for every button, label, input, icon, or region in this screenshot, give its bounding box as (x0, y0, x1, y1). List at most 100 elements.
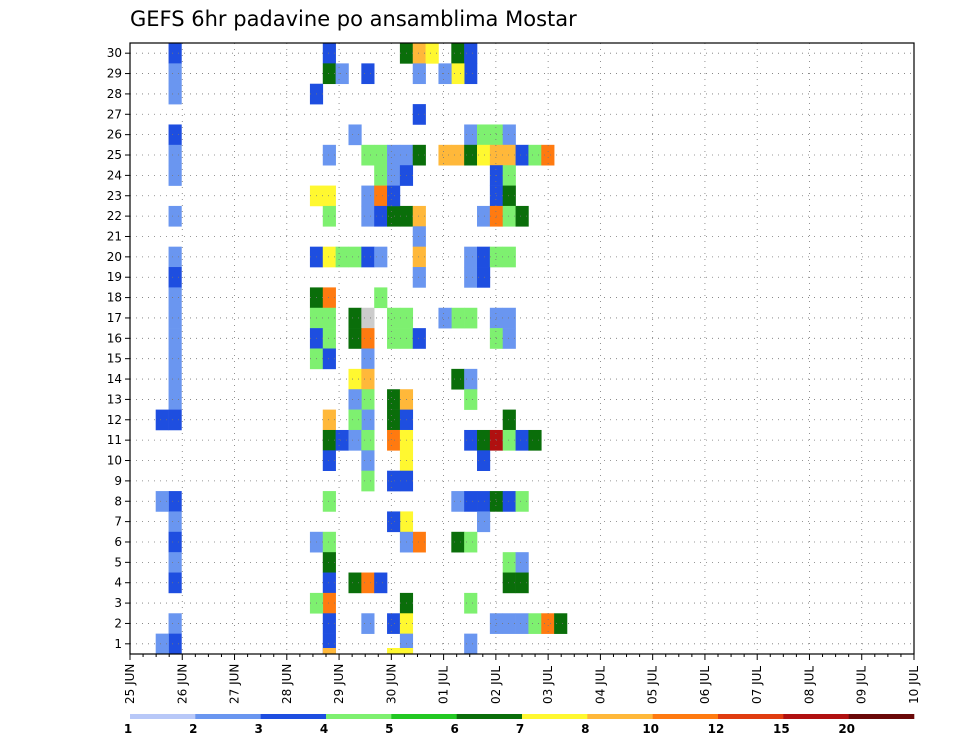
chart-title: GEFS 6hr padavine po ansamblima Mostar (130, 7, 577, 31)
colorbar-swatch (522, 714, 588, 719)
heat-cell (374, 165, 388, 186)
heat-cell (168, 633, 182, 655)
heat-cell (168, 389, 182, 410)
x-tick-label: 01 JUL (437, 666, 451, 704)
heat-cell (477, 450, 491, 471)
heat-cell (322, 613, 336, 634)
heat-cell (155, 633, 169, 655)
y-tick-label: 20 (107, 250, 122, 264)
y-tick-label: 7 (114, 515, 122, 529)
y-tick-label: 30 (107, 46, 122, 60)
heat-cell (412, 63, 426, 85)
heat-cell (322, 185, 336, 207)
heat-cell (477, 144, 491, 166)
heat-cell (464, 633, 478, 655)
colorbar-swatch (130, 714, 196, 719)
heat-cell (387, 511, 401, 533)
colorbar-label: 1 (124, 722, 132, 736)
x-tick-label: 27 JUN (228, 664, 242, 704)
colorbar-swatch (391, 714, 457, 719)
heat-cell (322, 491, 336, 512)
y-tick-label: 26 (107, 128, 122, 142)
colorbar-swatch (718, 714, 784, 719)
heat-cell (412, 267, 426, 288)
x-tick-label: 10 JUL (907, 666, 921, 704)
heat-cell (515, 613, 529, 634)
heat-cell (348, 389, 362, 410)
heat-cell (322, 429, 336, 451)
y-tick-label: 8 (114, 494, 122, 508)
heat-cell (168, 83, 182, 105)
heat-cell (464, 389, 478, 410)
heat-cell (322, 552, 336, 573)
y-tick-label: 24 (107, 168, 122, 182)
heat-cell (322, 450, 336, 471)
heat-cell (168, 144, 182, 166)
heat-cell (541, 613, 555, 634)
heat-cell (155, 409, 169, 431)
colorbar-swatch (456, 714, 523, 719)
heat-cell (168, 267, 182, 288)
heat-cell (438, 63, 452, 85)
heat-cell (502, 409, 516, 431)
colorbar-swatch (587, 714, 653, 719)
heat-cell (348, 572, 362, 594)
heat-cell (168, 124, 182, 146)
heat-cell (387, 185, 401, 207)
heat-cell (502, 572, 516, 594)
heat-cell (387, 389, 401, 410)
heat-cell (502, 429, 516, 451)
heat-cell (168, 246, 182, 268)
heat-cell (322, 531, 336, 553)
heat-cell (477, 267, 491, 288)
heat-cell (348, 409, 362, 431)
heat-cell (528, 144, 542, 166)
heat-cell (477, 246, 491, 268)
heat-cell (361, 246, 375, 268)
heat-cell (168, 511, 182, 533)
heat-cell (168, 205, 182, 227)
y-tick-label: 6 (114, 535, 122, 549)
heat-cell (361, 368, 375, 390)
y-tick-label: 5 (114, 555, 122, 569)
heat-cell (464, 307, 478, 329)
y-tick-label: 25 (107, 148, 122, 162)
heat-cell (348, 124, 362, 146)
heat-cell (387, 307, 401, 329)
heat-cell (374, 287, 388, 309)
colorbar-label: 4 (320, 722, 328, 736)
heat-cell (374, 205, 388, 227)
x-tick-label: 29 JUN (332, 664, 346, 704)
heat-cell (412, 104, 426, 125)
heat-cell (322, 287, 336, 309)
x-tick-label: 26 JUN (175, 664, 189, 704)
colorbar-swatch (326, 714, 392, 719)
heat-cell (361, 307, 375, 329)
heat-cell (168, 531, 182, 553)
heat-cell (412, 205, 426, 227)
heat-cell (348, 429, 362, 451)
heat-cell (168, 613, 182, 634)
heat-cell (387, 429, 401, 451)
heat-cell (451, 531, 465, 553)
y-axis: 1234567891011121314151617181920212223242… (107, 46, 130, 651)
heat-cell (322, 144, 336, 166)
heat-cell (168, 43, 182, 64)
heat-cell (168, 165, 182, 186)
heat-cell (502, 246, 516, 268)
heat-cell (387, 144, 401, 166)
x-tick-label: 28 JUN (280, 664, 294, 704)
x-tick-label: 25 JUN (123, 664, 137, 704)
heat-cell (322, 43, 336, 64)
colorbar-swatch (195, 714, 261, 719)
heat-cell (412, 226, 426, 247)
colorbar-label: 10 (642, 722, 659, 736)
heat-cell (515, 205, 529, 227)
heat-cell (502, 552, 516, 573)
heat-cell (528, 613, 542, 634)
heat-cell (464, 531, 478, 553)
heat-cell (464, 491, 478, 512)
heat-cell (502, 491, 516, 512)
heat-cell (502, 613, 516, 634)
y-tick-label: 11 (107, 433, 122, 447)
